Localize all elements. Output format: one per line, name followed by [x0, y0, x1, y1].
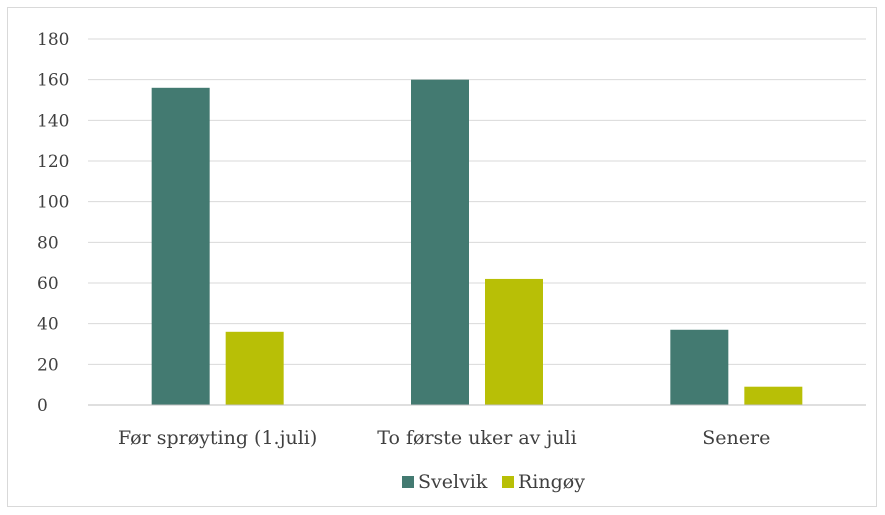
y-tick-label: 100	[37, 193, 69, 213]
bar-svelvik-1	[411, 79, 469, 406]
y-tick-label: 40	[37, 315, 59, 335]
legend-label: Svelvik	[418, 471, 488, 493]
bars	[151, 79, 803, 406]
y-tick-label: 160	[37, 71, 69, 91]
x-category-label: To første uker av juli	[377, 427, 576, 449]
bar-svelvik-2	[670, 329, 729, 405]
bar-svelvik-0	[151, 87, 210, 406]
y-tick-label: 180	[37, 30, 69, 50]
y-tick-label: 0	[37, 396, 48, 416]
bar-ring-y-2	[744, 386, 803, 405]
y-tick-label: 20	[37, 355, 59, 375]
y-tick-label: 140	[37, 111, 69, 131]
bar-ring-y-0	[225, 331, 284, 405]
x-category-label: Senere	[702, 427, 770, 449]
legend-label: Ringøy	[518, 471, 585, 493]
legend-swatch	[502, 476, 514, 488]
bar-ring-y-1	[485, 278, 543, 405]
y-tick-label: 60	[37, 274, 59, 294]
legend-swatch	[402, 476, 414, 488]
y-tick-label: 120	[37, 152, 69, 172]
x-category-label: Før sprøyting (1.juli)	[118, 427, 317, 449]
y-tick-label: 80	[37, 233, 59, 253]
axes: 0 20 40 60 80 100 120 140 160 180 Før sprøyting (1…	[37, 30, 866, 449]
gridlines	[88, 38, 866, 365]
legend: Svelvik Ringøy	[402, 471, 585, 493]
